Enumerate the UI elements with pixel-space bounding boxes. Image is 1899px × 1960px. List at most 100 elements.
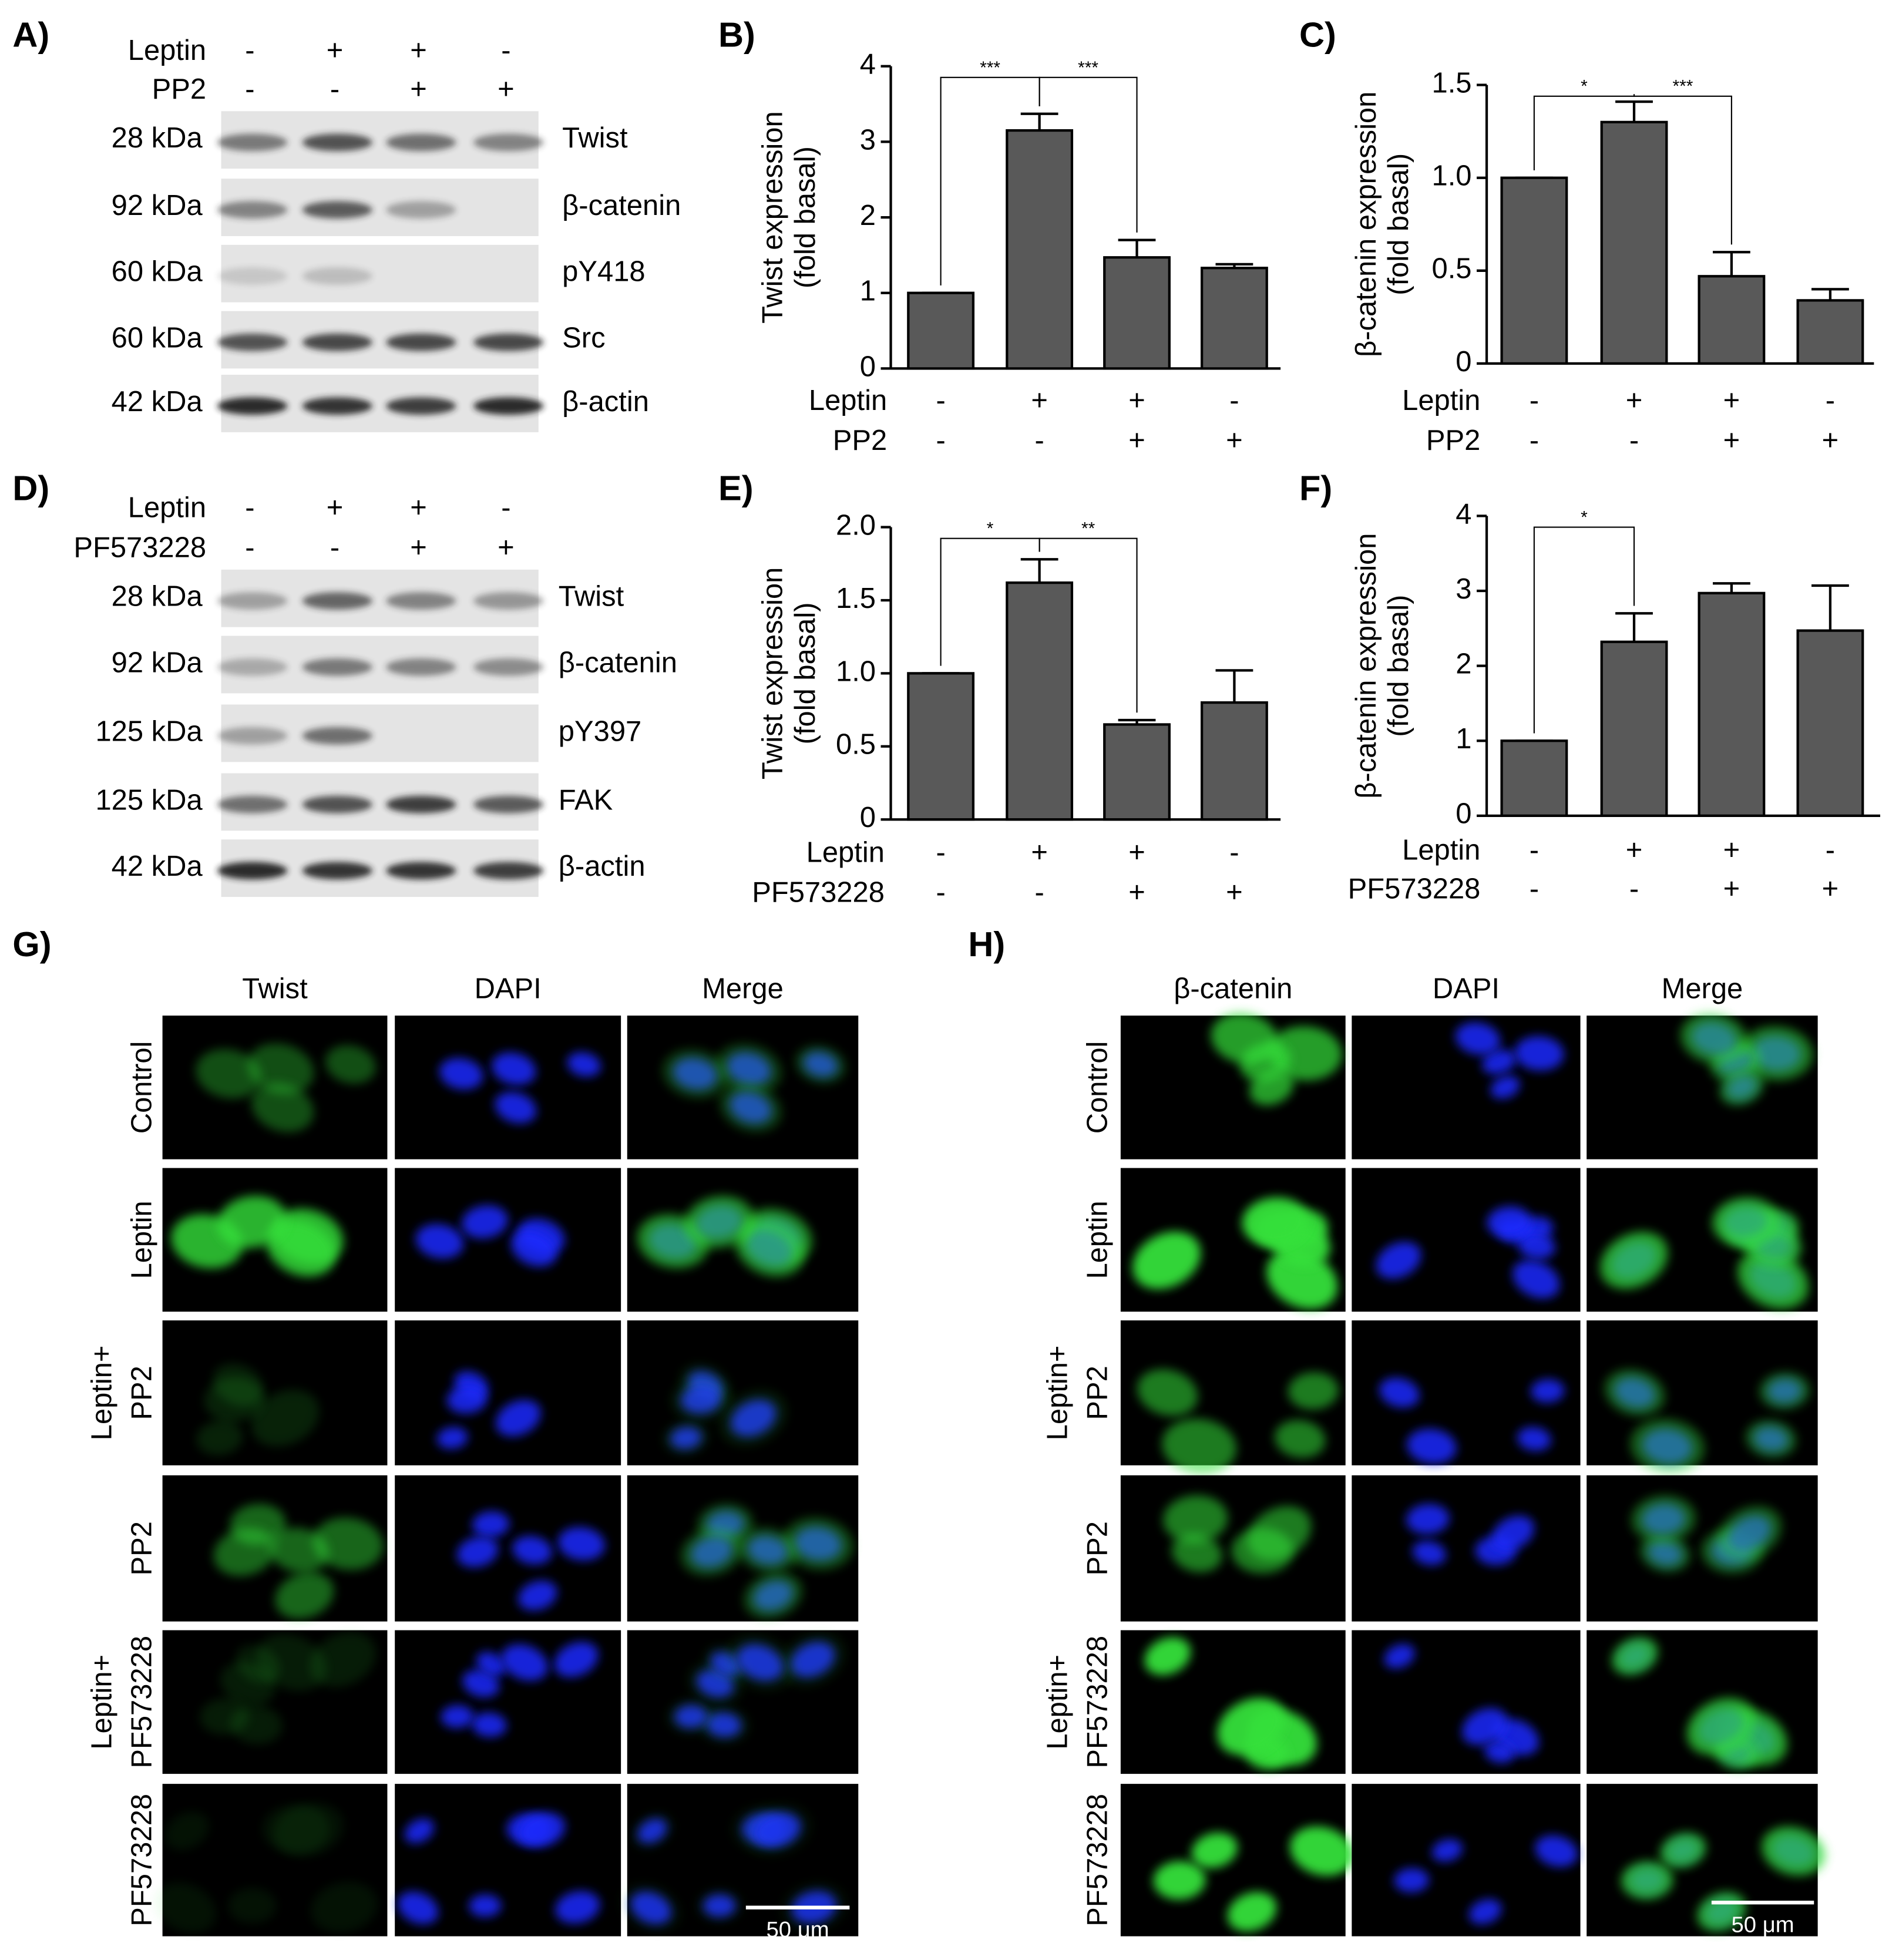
column-header: DAPI — [475, 973, 542, 1005]
green-signal — [273, 1803, 344, 1857]
band-label: pY397 — [559, 715, 641, 747]
treatment-label: PF573228 — [73, 532, 206, 564]
green-signal — [265, 1219, 336, 1277]
blot-band — [473, 658, 544, 676]
nucleus — [1484, 1741, 1514, 1763]
green-signal — [204, 1377, 264, 1422]
green-signal — [1612, 1637, 1658, 1676]
nucleus — [1431, 1839, 1463, 1862]
blot-band — [302, 862, 372, 880]
green-signal — [715, 1043, 782, 1095]
panel-letter: A) — [12, 15, 49, 55]
green-signal — [742, 1803, 813, 1857]
band-label: β-catenin — [562, 190, 681, 221]
green-signal — [734, 1219, 804, 1277]
band-size: 125 kDa — [95, 784, 203, 816]
y-axis-label: β-catenin expression — [1350, 92, 1382, 357]
treatment-label: PP2 — [152, 73, 206, 105]
green-signal — [1163, 1495, 1228, 1543]
micrograph — [1352, 1475, 1581, 1622]
green-signal — [228, 1888, 277, 1924]
green-signal — [1290, 1826, 1354, 1876]
treatment-sign: - — [501, 35, 510, 66]
green-signal — [1242, 1197, 1309, 1246]
panel-letter: G) — [12, 924, 51, 964]
green-signal — [1288, 1372, 1339, 1410]
blot-band — [217, 795, 288, 813]
green-signal — [663, 1420, 710, 1455]
blot-band — [217, 267, 288, 285]
green-signal — [213, 1528, 276, 1576]
condition-sign: + — [1128, 425, 1145, 456]
bar — [1006, 129, 1074, 370]
green-signal — [251, 1390, 320, 1447]
green-signal — [251, 1082, 314, 1132]
condition-sign: - — [1826, 834, 1835, 866]
y-tick-label: 0 — [860, 802, 876, 833]
nucleus — [1406, 1504, 1450, 1535]
blot-band — [386, 201, 456, 219]
green-signal — [247, 1043, 314, 1095]
green-signal — [311, 1881, 378, 1933]
treatment-sign: + — [327, 492, 344, 524]
y-tick-label: 1 — [1456, 723, 1471, 755]
row-label: PP2 — [1082, 1366, 1114, 1420]
nucleus — [1412, 1541, 1446, 1565]
significance-label: ** — [1081, 519, 1095, 539]
condition-label: PP2 — [833, 425, 887, 456]
nucleus — [557, 1527, 605, 1561]
row-label: Leptin+ — [1042, 1655, 1074, 1750]
blot-band — [302, 267, 372, 285]
y-tick-label: 0 — [1456, 798, 1471, 830]
y-tick-label: 1.0 — [1432, 160, 1472, 192]
bar — [1500, 739, 1568, 817]
condition-label: PF573228 — [752, 877, 885, 909]
nucleus — [1513, 1260, 1560, 1299]
band-size: 92 kDa — [112, 190, 203, 221]
green-signal — [200, 1698, 250, 1735]
green-signal — [1717, 1506, 1782, 1561]
band-size: 42 kDa — [112, 386, 203, 418]
bar — [907, 672, 975, 821]
nucleus — [397, 1891, 439, 1925]
treatment-sign: + — [498, 73, 515, 105]
y-tick-label: 2.0 — [836, 509, 876, 541]
blot-band — [217, 727, 288, 745]
condition-sign: - — [1530, 873, 1539, 905]
blot-band — [386, 795, 456, 813]
green-signal — [1227, 1892, 1277, 1932]
condition-sign: - — [1229, 385, 1239, 416]
row-label: Leptin — [126, 1201, 158, 1279]
nucleus — [1394, 1868, 1429, 1893]
treatment-label: Leptin — [128, 35, 206, 66]
condition-label: PF573228 — [1348, 873, 1481, 905]
nucleus — [1531, 1379, 1565, 1403]
condition-sign: - — [1530, 425, 1539, 456]
nucleus — [1491, 1515, 1535, 1551]
bar — [907, 291, 975, 370]
band-size: 92 kDa — [112, 647, 203, 678]
green-signal — [795, 1045, 846, 1084]
blot-band — [473, 592, 544, 610]
condition-label: Leptin — [809, 385, 887, 416]
condition-sign: - — [1034, 425, 1044, 456]
green-signal — [1686, 1697, 1755, 1756]
green-signal — [1630, 1418, 1705, 1474]
significance-bracket — [1633, 94, 1732, 245]
nucleus — [1407, 1428, 1457, 1464]
band-label: FAK — [559, 784, 613, 816]
row-label: Leptin+ — [86, 1346, 118, 1441]
panel-letter: F) — [1299, 469, 1332, 508]
nucleus — [469, 1894, 502, 1917]
nucleus — [567, 1052, 601, 1077]
green-signal — [1217, 1697, 1286, 1756]
panel-letter: H) — [968, 924, 1005, 964]
condition-sign: + — [1723, 425, 1740, 456]
significance-label: * — [1581, 77, 1588, 96]
y-tick-label: 4 — [860, 49, 876, 80]
y-tick-label: 3 — [860, 124, 876, 156]
row-label: Control — [1082, 1041, 1114, 1134]
nucleus — [462, 1669, 500, 1697]
y-tick-label: 1.5 — [1432, 68, 1472, 99]
blot-band — [302, 658, 372, 676]
